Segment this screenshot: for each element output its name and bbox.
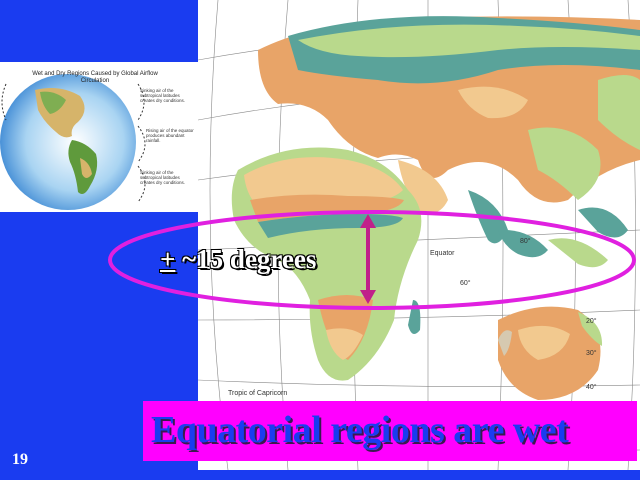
inset-title: Wet and Dry Regions Caused by Global Air… (32, 71, 158, 84)
inset-note-bottom: Sinking air of the subtropical latitudes… (140, 170, 186, 185)
inset-note-middle: Rising air of the equator produces abund… (146, 128, 194, 143)
world-climate-map: Equator Tropic of Capricorn 80° 60° 20° … (198, 0, 640, 470)
inset-note-top: Sinking air of the subtropical latitudes… (140, 88, 186, 103)
equator-label: Equator (430, 250, 455, 257)
lat-label-80: 80° (520, 238, 531, 245)
inset-globe-diagram: Wet and Dry Regions Caused by Global Air… (0, 62, 198, 212)
plus-minus-symbol: + (160, 244, 176, 274)
band-width-label: + ~15 degrees (160, 244, 316, 275)
degrees-text: ~15 degrees (182, 244, 317, 274)
lat-label-60: 60° (460, 280, 471, 287)
caption-banner (143, 401, 637, 461)
caption-text: Equatorial regions are wet (151, 409, 569, 451)
page-number: 19 (12, 451, 28, 468)
double-arrow (360, 214, 376, 304)
lat-label-30: 30° (586, 350, 597, 357)
tropic-capricorn-label: Tropic of Capricorn (228, 390, 288, 397)
globe-illustration (0, 74, 146, 210)
lat-label-40: 40° (586, 384, 597, 391)
equatorial-band-ellipse (108, 210, 636, 310)
lat-label-20: 20° (586, 318, 597, 325)
